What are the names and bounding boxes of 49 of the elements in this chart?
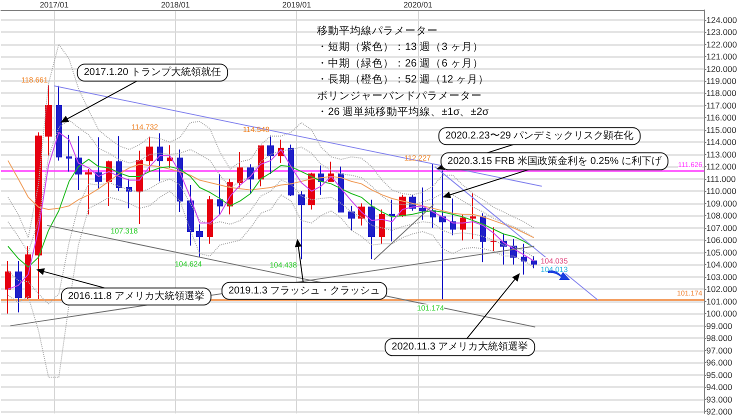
y-tick-label: 108.000 — [706, 210, 738, 221]
annotation: 2019.1.3 フラッシュ・クラッシュ — [228, 285, 380, 296]
y-tick-label: 121.000 — [706, 52, 738, 62]
annotation: 2016.11.8 アメリカ大統領選挙 — [68, 290, 204, 302]
x-tick-label: 2017/01 — [40, 0, 70, 10]
y-tick-label: 100.000 — [706, 308, 738, 319]
y-tick-label: 115.000 — [706, 124, 737, 135]
y-tick-label: 122.000 — [706, 39, 738, 50]
y-tick-label: 112.000 — [706, 162, 737, 172]
annotation: 2017.1.20 トランプ大統領就任 — [84, 66, 222, 78]
x-tick-label: 2019/01 — [282, 0, 312, 10]
y-tick-label: 104.000 — [706, 260, 738, 270]
x-tick-label: 2020/01 — [403, 0, 433, 10]
annotation: ・長期（橙色）：52 週（12 ヶ月） — [317, 74, 490, 86]
y-tick-label: 95.000 — [706, 370, 733, 380]
annotation: 2020.3.15 FRB 米国政策金利を 0.25% に利下げ — [448, 154, 662, 167]
y-tick-label: 116.000 — [706, 112, 737, 123]
y-tick-label: 92.000 — [706, 406, 733, 416]
y-tick-label: 114.000 — [706, 137, 737, 148]
annotation: ・短期（紫色）：13 週（3 ヶ月） — [317, 40, 484, 54]
y-tick-label: 113.000 — [706, 149, 737, 160]
y-tick-label: 106.000 — [706, 235, 738, 246]
y-tick-label: 118.000 — [706, 88, 737, 98]
y-tick-label: 105.000 — [706, 247, 738, 258]
y-tick-label: 103.000 — [706, 272, 738, 282]
y-tick-label: 98.000 — [706, 333, 733, 344]
y-tick-label: 120.000 — [706, 64, 738, 74]
y-tick-label: 94.000 — [706, 382, 733, 392]
y-tick-label: 109.000 — [706, 198, 738, 208]
annotation: 2020.11.3 アメリカ大統領選挙 — [392, 340, 528, 353]
annotation: ・26 週単純移動平均線、±1σ、±2σ — [317, 106, 490, 118]
y-tick-label: 93.000 — [706, 394, 733, 404]
y-tick-label: 110.000 — [706, 186, 737, 196]
annotation: 2020.2.23〜29 パンデミックリスク顕在化 — [445, 130, 634, 142]
y-tick-label: 99.000 — [706, 320, 733, 331]
annotation: ボリンジャーバンドパラメーター — [317, 90, 482, 102]
y-tick-label: 117.000 — [706, 100, 737, 110]
annotation: ・中期（緑色）：26 週（6 ヶ月） — [317, 56, 484, 70]
y-tick-label: 96.000 — [706, 358, 733, 368]
annotation: 移動平均線パラメーター — [317, 25, 438, 37]
y-tick-label: 119.000 — [706, 76, 737, 86]
y-tick-label: 123.000 — [706, 27, 738, 38]
y-tick-label: 101.000 — [706, 296, 738, 306]
y-tick-label: 124.000 — [706, 14, 738, 25]
y-tick-label: 102.000 — [706, 284, 738, 294]
y-tick-label: 107.000 — [706, 222, 738, 233]
x-tick-label: 2018/01 — [160, 0, 190, 10]
y-tick-label: 111.000 — [706, 174, 736, 184]
y-tick-label: 97.000 — [706, 345, 733, 356]
